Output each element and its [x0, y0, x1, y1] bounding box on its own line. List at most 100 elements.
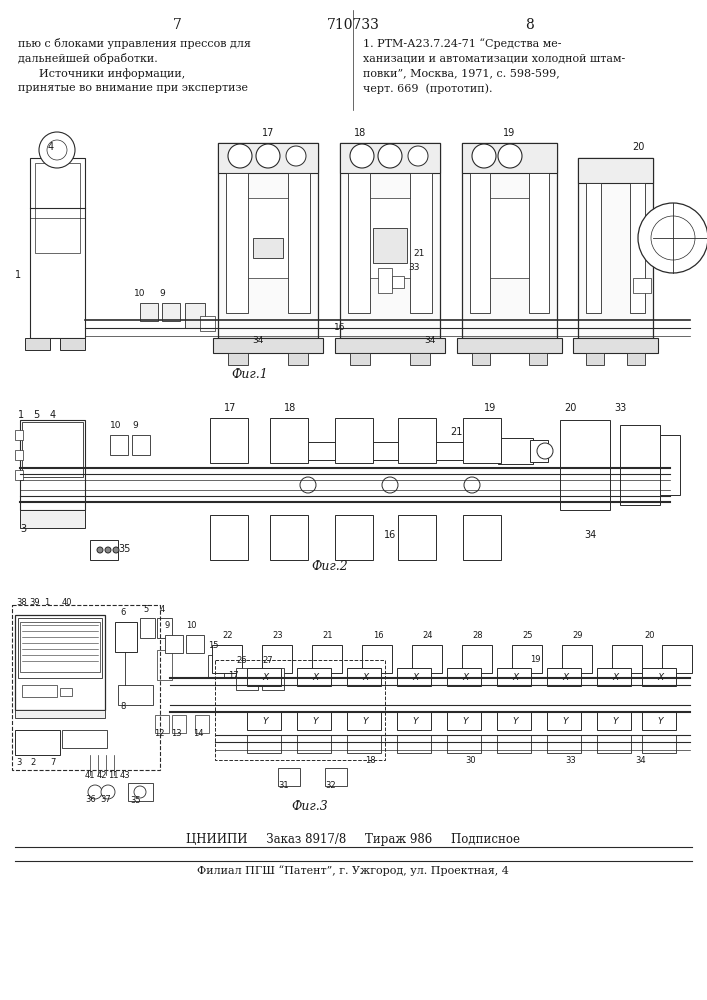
- Bar: [172, 715, 186, 733]
- Text: 32: 32: [325, 781, 336, 790]
- Text: 9: 9: [165, 621, 170, 630]
- Text: 9: 9: [159, 289, 165, 298]
- Text: X: X: [612, 672, 618, 682]
- Bar: [15, 430, 23, 440]
- Bar: [110, 435, 128, 455]
- Bar: [547, 668, 581, 686]
- Text: 24: 24: [423, 631, 433, 640]
- Circle shape: [638, 203, 707, 273]
- Bar: [597, 668, 631, 686]
- Bar: [470, 173, 490, 313]
- Bar: [15, 450, 23, 460]
- Text: 1: 1: [44, 598, 49, 607]
- Text: 18: 18: [354, 128, 366, 138]
- Text: 11: 11: [108, 771, 119, 780]
- Text: X: X: [462, 672, 468, 682]
- Text: 4: 4: [48, 142, 54, 152]
- Text: 16: 16: [334, 323, 346, 332]
- Text: 13: 13: [171, 729, 182, 738]
- Circle shape: [228, 144, 252, 168]
- Text: 36: 36: [85, 795, 95, 804]
- Bar: [25, 338, 50, 350]
- Text: Y: Y: [658, 716, 662, 726]
- Bar: [498, 438, 533, 464]
- Bar: [397, 712, 431, 730]
- Bar: [463, 418, 501, 463]
- Circle shape: [382, 477, 398, 493]
- Text: 5: 5: [143, 605, 148, 614]
- Text: 3: 3: [20, 524, 26, 534]
- Bar: [30, 158, 85, 338]
- Bar: [20, 622, 100, 672]
- Bar: [573, 338, 658, 353]
- Text: 20: 20: [563, 403, 576, 413]
- Text: 18: 18: [284, 403, 296, 413]
- Bar: [297, 735, 331, 753]
- Bar: [247, 735, 281, 753]
- Text: 35: 35: [118, 544, 130, 554]
- Text: 43: 43: [120, 771, 131, 780]
- Text: 22: 22: [223, 631, 233, 640]
- Text: Y: Y: [462, 716, 468, 726]
- Bar: [335, 418, 373, 463]
- Bar: [627, 353, 645, 365]
- Bar: [297, 668, 331, 686]
- Text: 35: 35: [130, 796, 141, 805]
- Bar: [15, 730, 60, 755]
- Text: 7: 7: [173, 18, 182, 32]
- Text: 34: 34: [252, 336, 264, 345]
- Bar: [340, 143, 440, 338]
- Text: Y: Y: [412, 716, 418, 726]
- Text: 38: 38: [16, 598, 27, 607]
- Bar: [529, 173, 549, 313]
- Bar: [340, 143, 440, 173]
- Bar: [247, 668, 281, 686]
- Text: 19: 19: [530, 655, 540, 664]
- Bar: [247, 712, 281, 730]
- Bar: [115, 622, 137, 652]
- Bar: [490, 198, 529, 278]
- Circle shape: [472, 144, 496, 168]
- Text: 15: 15: [208, 641, 218, 650]
- Text: 21: 21: [450, 427, 462, 437]
- Bar: [262, 645, 292, 673]
- Bar: [270, 418, 308, 463]
- Bar: [633, 278, 651, 293]
- Text: 16: 16: [384, 530, 396, 540]
- Bar: [562, 645, 592, 673]
- Bar: [162, 303, 180, 321]
- Circle shape: [378, 144, 402, 168]
- Text: 12: 12: [154, 729, 165, 738]
- Bar: [642, 712, 676, 730]
- Text: 20: 20: [645, 631, 655, 640]
- Bar: [597, 712, 631, 730]
- Text: 16: 16: [373, 631, 383, 640]
- Bar: [497, 712, 531, 730]
- Bar: [398, 515, 436, 560]
- Bar: [157, 650, 172, 680]
- Bar: [186, 635, 204, 653]
- Text: 30: 30: [465, 756, 476, 765]
- Bar: [118, 685, 153, 705]
- Circle shape: [498, 144, 522, 168]
- Text: Y: Y: [362, 716, 368, 726]
- Bar: [90, 540, 118, 560]
- Text: Y: Y: [612, 716, 618, 726]
- Bar: [447, 712, 481, 730]
- Text: Y: Y: [262, 716, 268, 726]
- Text: 8: 8: [525, 18, 534, 32]
- Text: 37: 37: [100, 795, 111, 804]
- Bar: [200, 316, 215, 331]
- Bar: [215, 660, 385, 760]
- Text: 1: 1: [18, 410, 24, 420]
- Bar: [398, 418, 436, 463]
- Text: X: X: [512, 672, 518, 682]
- Text: 10: 10: [186, 621, 197, 630]
- Bar: [218, 143, 318, 173]
- Bar: [15, 615, 105, 710]
- Text: 8: 8: [120, 702, 125, 711]
- Text: 4: 4: [50, 410, 56, 420]
- Bar: [457, 338, 562, 353]
- Bar: [165, 635, 183, 653]
- Text: 29: 29: [573, 631, 583, 640]
